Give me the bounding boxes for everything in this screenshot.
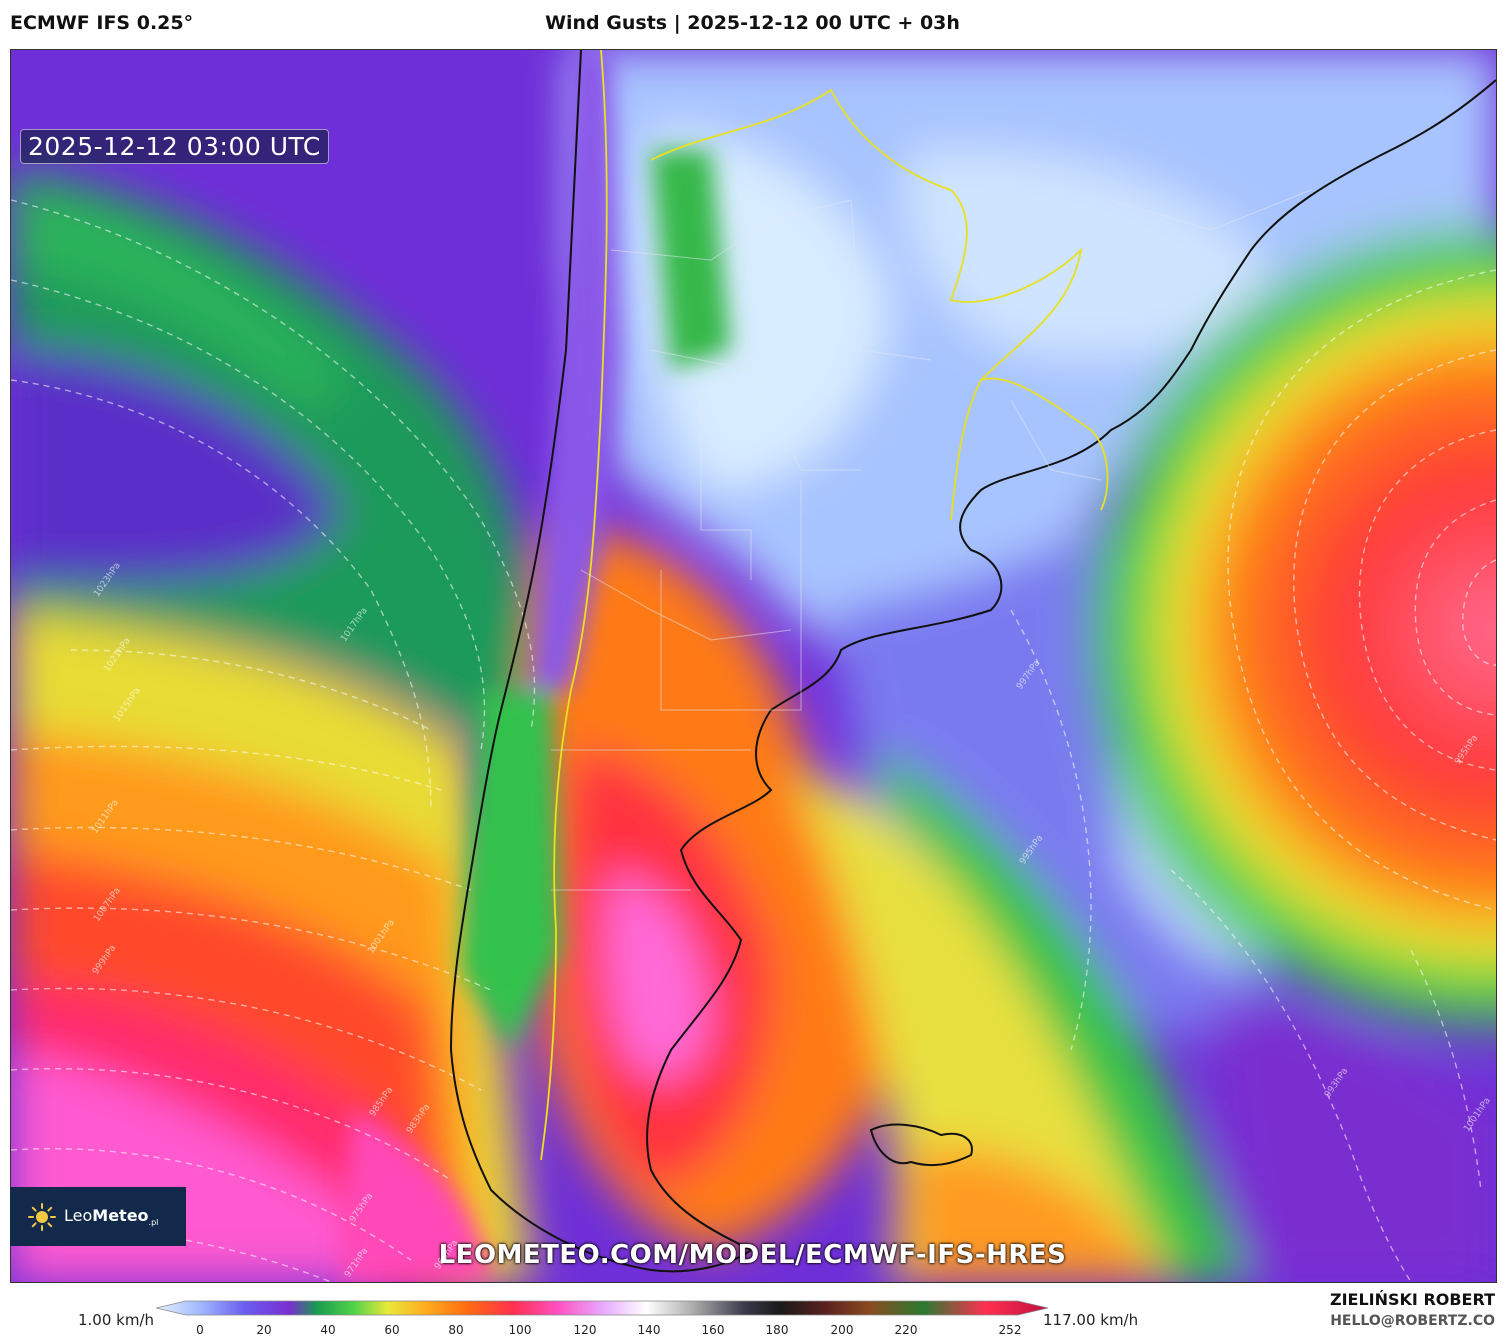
wind-gust-map[interactable]: 2025-12-12 03:00 UTC	[10, 49, 1497, 1283]
sun-icon	[28, 1203, 56, 1231]
chart-title: Wind Gusts | 2025-12-12 00 UTC + 03h	[545, 12, 960, 34]
colorbar-tick: 0	[196, 1323, 204, 1337]
colorbar-tick: 252	[998, 1323, 1022, 1337]
colorbar-tick: 100	[508, 1323, 532, 1337]
model-name: ECMWF IFS 0.25°	[10, 12, 194, 34]
valid-time-badge: 2025-12-12 03:00 UTC	[20, 129, 329, 164]
colorbar-tick: 220	[894, 1323, 918, 1337]
colorbar-tick: 120	[573, 1323, 597, 1337]
logo-wordmark: LeoMeteo.pl	[64, 1206, 159, 1228]
colorbar-tick: 60	[384, 1323, 400, 1337]
colorbar-tick: 140	[637, 1323, 661, 1337]
colorbar-tick: 160	[701, 1323, 725, 1337]
colorbar-min-label: 1.00 km/h	[78, 1311, 155, 1329]
leometeo-logo[interactable]: LeoMeteo.pl	[10, 1187, 186, 1246]
colorbar-tick: 20	[256, 1323, 272, 1337]
colorbar-max-label: 117.00 km/h	[1043, 1311, 1139, 1329]
colorbar-tick: 40	[320, 1323, 336, 1337]
map-field	[11, 50, 1496, 1282]
author-email[interactable]: HELLO@ROBERTZ.CO	[1330, 1313, 1495, 1329]
model-url[interactable]: LEOMETEO.COM/MODEL/ECMWF-IFS-HRES	[438, 1240, 1067, 1270]
author-name: ZIELIŃSKI ROBERT	[1329, 1290, 1495, 1309]
colorbar	[156, 1300, 1048, 1316]
colorbar-tick: 200	[830, 1323, 854, 1337]
colorbar-tick: 180	[765, 1323, 789, 1337]
colorbar-tick: 80	[448, 1323, 464, 1337]
